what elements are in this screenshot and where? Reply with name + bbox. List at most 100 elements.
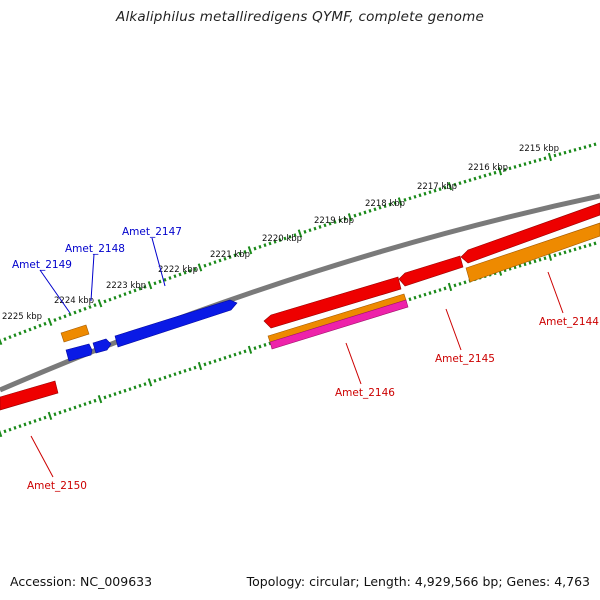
minor-tick	[158, 279, 162, 284]
minor-tick	[128, 387, 132, 391]
scale-label: 2223 kbp	[106, 281, 146, 291]
minor-tick	[253, 246, 257, 251]
minor-tick	[238, 251, 242, 256]
minor-tick	[113, 392, 117, 396]
minor-tick	[568, 149, 572, 154]
minor-tick	[423, 292, 427, 297]
minor-tick	[13, 425, 17, 430]
minor-tick	[353, 213, 357, 218]
minor-tick	[513, 165, 517, 169]
minor-tick	[28, 420, 32, 425]
minor-tick	[583, 145, 587, 149]
gene-label-amet-2146[interactable]: Amet_2146	[335, 387, 395, 399]
minor-tick	[593, 142, 597, 147]
minor-tick	[213, 359, 217, 363]
gene-label-amet-2145[interactable]: Amet_2145	[435, 353, 495, 365]
minor-tick	[518, 163, 522, 168]
minor-tick	[483, 173, 487, 178]
minor-tick	[163, 375, 167, 380]
minor-tick	[443, 185, 447, 190]
minor-tick	[218, 357, 222, 362]
minor-tick	[223, 355, 227, 360]
gene-arrow-amet-2150[interactable]	[0, 380, 59, 411]
minor-tick	[258, 244, 262, 249]
scale-label: 2225 kbp	[2, 312, 42, 322]
minor-tick	[538, 257, 542, 262]
major-tick	[0, 429, 3, 438]
minor-tick	[58, 316, 62, 321]
minor-tick	[318, 225, 322, 229]
minor-tick	[563, 250, 567, 255]
minor-tick	[528, 160, 532, 165]
gene-label-amet-2147[interactable]: Amet_2147	[122, 226, 182, 238]
minor-tick	[568, 248, 572, 253]
minor-tick	[158, 377, 162, 382]
minor-tick	[223, 256, 227, 261]
map-title: Alkaliphilus metalliredigens QYMF, compl…	[116, 9, 484, 25]
minor-tick	[38, 417, 42, 422]
minor-tick	[433, 289, 437, 294]
major-tick	[447, 282, 453, 292]
minor-tick	[438, 288, 442, 292]
minor-tick	[453, 283, 457, 288]
minor-tick	[23, 422, 27, 427]
minor-tick	[93, 398, 97, 403]
gene-label-amet-2150[interactable]: Amet_2150	[27, 480, 87, 492]
minor-tick	[283, 236, 287, 241]
gene-arrow-amet-2147[interactable]	[114, 299, 238, 348]
minor-tick	[3, 337, 7, 342]
major-tick	[97, 394, 103, 404]
minor-tick	[303, 229, 307, 234]
major-tick	[497, 167, 503, 176]
minor-tick	[558, 251, 562, 256]
gene-arrow-amet-2145[interactable]	[398, 255, 464, 287]
minor-tick	[63, 314, 67, 319]
minor-tick	[418, 193, 422, 198]
minor-tick	[403, 198, 407, 202]
gene-label-amet-2144[interactable]: Amet_2144	[539, 316, 599, 328]
minor-tick	[288, 234, 292, 239]
minor-tick	[523, 162, 527, 166]
minor-tick	[523, 262, 527, 267]
gene-arrow-amet-2148[interactable]	[92, 338, 112, 354]
gene-label-amet-2148[interactable]: Amet_2148	[65, 243, 125, 255]
minor-tick	[463, 280, 467, 285]
gene-arrow-amet-2146[interactable]	[263, 276, 402, 329]
minor-tick	[228, 354, 232, 359]
minor-tick	[118, 294, 122, 298]
gene-feature-magenta-2146	[269, 299, 409, 350]
major-tick	[397, 197, 403, 206]
minor-tick	[83, 402, 87, 406]
minor-tick	[528, 260, 532, 265]
major-tick	[247, 345, 253, 354]
minor-tick	[33, 325, 37, 330]
minor-tick	[508, 166, 512, 171]
minor-tick	[153, 378, 157, 383]
minor-tick	[53, 412, 57, 417]
genome-summary-text: Topology: circular; Length: 4,929,566 bp…	[246, 574, 590, 589]
minor-tick	[123, 292, 127, 296]
minor-tick	[68, 407, 72, 412]
minor-tick	[373, 207, 377, 212]
minor-tick	[258, 344, 262, 349]
minor-tick	[103, 395, 107, 400]
gene-label-amet-2149[interactable]: Amet_2149	[12, 259, 72, 271]
gene-arrow-amet-2144[interactable]	[460, 202, 600, 264]
minor-tick	[8, 427, 12, 432]
minor-tick	[433, 188, 437, 193]
minor-tick	[553, 153, 557, 158]
minor-tick	[588, 243, 592, 247]
minor-tick	[423, 191, 427, 196]
minor-tick	[108, 297, 112, 302]
gene-feature-orange-2144	[465, 222, 600, 283]
minor-tick	[408, 297, 412, 302]
gene-arrow-amet-2149[interactable]	[65, 343, 93, 362]
minor-tick	[113, 295, 117, 300]
gene-feature-orange-small	[60, 324, 90, 343]
minor-tick	[188, 269, 192, 273]
minor-tick	[213, 260, 217, 265]
minor-tick	[503, 168, 507, 172]
major-tick	[247, 246, 253, 255]
scale-label: 2222 kbp	[158, 265, 198, 275]
minor-tick	[478, 175, 482, 180]
